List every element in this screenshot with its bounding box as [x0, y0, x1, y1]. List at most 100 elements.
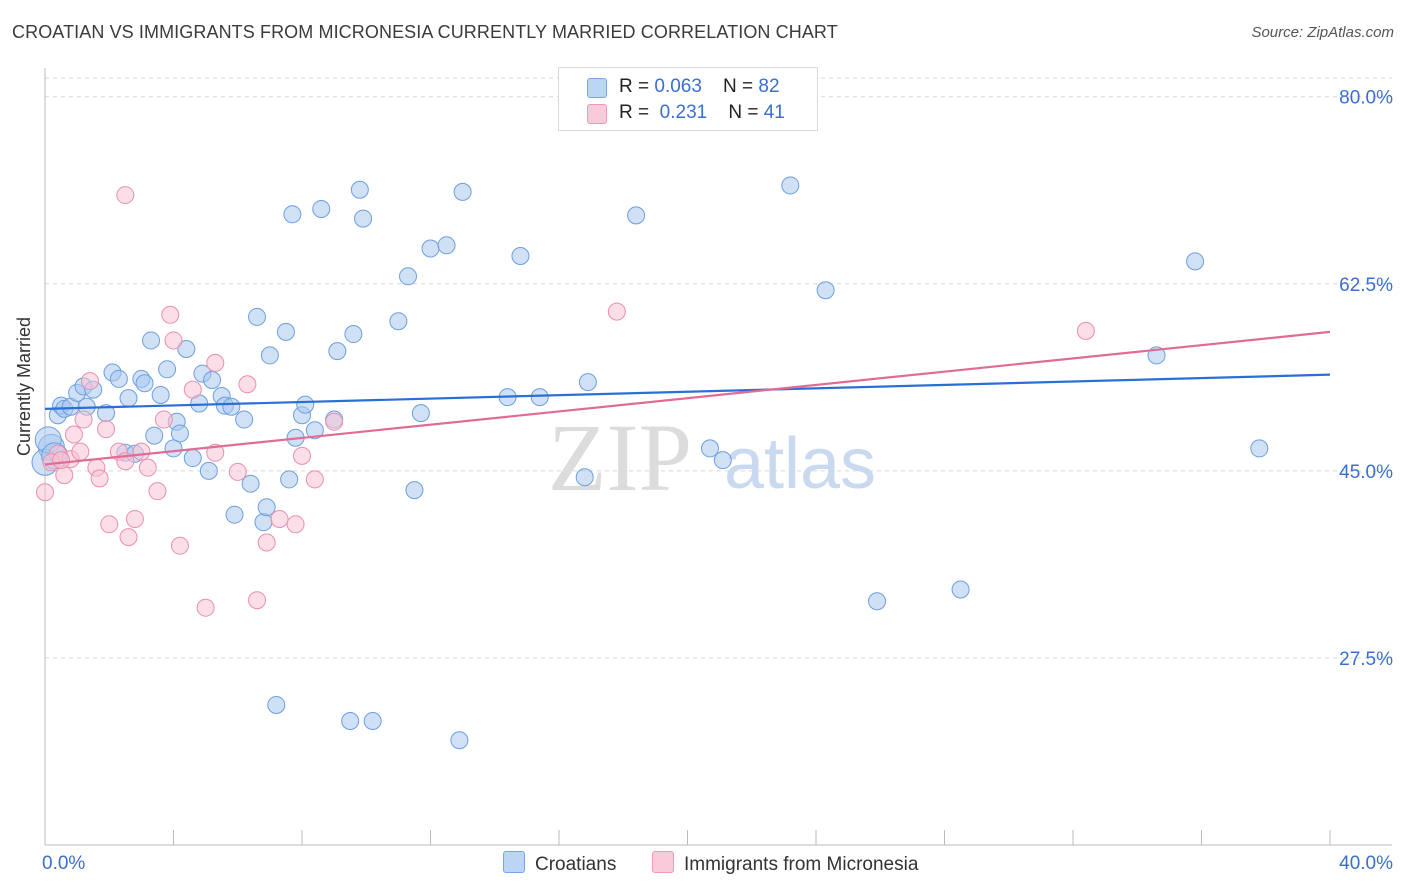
micronesia-point	[36, 483, 54, 502]
croatian-point	[399, 267, 418, 286]
micronesia-trend-line	[44, 330, 1331, 466]
micronesia-point	[238, 375, 257, 394]
micronesia-point	[183, 380, 202, 399]
micronesia-point	[293, 446, 311, 465]
croatian-point	[267, 695, 286, 714]
micronesia-point	[148, 482, 167, 501]
legend-item-croatians[interactable]: Croatians	[503, 851, 616, 876]
croatian-point	[328, 342, 347, 361]
croatian-point	[280, 470, 299, 489]
n-label: N =	[728, 102, 764, 123]
croatian-point	[170, 424, 189, 443]
micronesia-point	[206, 353, 225, 372]
croatian-point	[248, 307, 267, 326]
gridlines	[45, 77, 1392, 659]
croatian-point	[530, 388, 549, 407]
croatian-point	[254, 513, 273, 532]
croatian-point	[578, 373, 597, 392]
micronesia-point	[206, 443, 225, 462]
croatian-point	[305, 421, 324, 440]
micronesia-point	[228, 462, 247, 481]
croatian-point	[411, 404, 430, 423]
legend-item-micronesia[interactable]: Immigrants from Micronesia	[652, 851, 918, 876]
croatian-point	[296, 395, 315, 414]
micronesia-point	[161, 305, 180, 324]
r-label: R =	[619, 102, 655, 123]
y-tick-label: 62.5%	[1339, 275, 1393, 296]
n-label: N =	[723, 76, 759, 97]
micronesia-point	[1076, 321, 1095, 340]
x-tick-label: 0.0%	[42, 853, 85, 874]
r-value: 0.063	[654, 76, 702, 97]
micronesia-point	[52, 451, 71, 470]
croatian-point	[199, 461, 218, 480]
croatian-point	[135, 374, 154, 393]
n-value: 82	[758, 76, 780, 97]
micronesia-point	[257, 533, 276, 552]
micronesia-legend-label: Immigrants from Micronesia	[684, 854, 919, 875]
micronesia-point	[607, 302, 626, 321]
y-tick-label: 45.0%	[1339, 462, 1393, 483]
croatians-legend-swatch	[503, 851, 525, 873]
croatian-point	[951, 580, 970, 599]
micronesia-legend-swatch	[652, 851, 674, 873]
croatian-point	[868, 592, 887, 611]
croatian-point	[816, 281, 835, 300]
croatian-point	[260, 346, 279, 365]
micronesia-point	[80, 372, 99, 391]
micronesia-point	[138, 458, 157, 477]
croatian-point	[158, 360, 177, 379]
croatian-point	[142, 331, 161, 350]
micronesia-point	[90, 469, 109, 488]
croatians-legend-label: Croatians	[535, 854, 617, 875]
watermark: ZIP atlas	[548, 404, 876, 511]
croatian-point	[453, 182, 472, 201]
micronesia-point	[132, 442, 151, 461]
micronesia-points	[36, 186, 1095, 617]
croatian-point	[354, 209, 373, 228]
micronesia-point	[325, 412, 344, 431]
micronesia-swatch	[587, 104, 607, 124]
croatian-point	[145, 426, 164, 445]
croatian-point	[257, 498, 276, 517]
croatian-point	[575, 468, 594, 487]
micronesia-point	[164, 331, 183, 350]
croatian-point	[283, 205, 302, 224]
micronesia-point	[270, 509, 289, 528]
croatian-point	[450, 731, 469, 750]
croatian-point	[203, 371, 222, 389]
micronesia-point	[71, 442, 90, 461]
croatian-point	[781, 176, 800, 195]
croatian-point	[421, 239, 440, 258]
source-label: Source: ZipAtlas.com	[1251, 24, 1394, 41]
croatian-point	[119, 389, 138, 408]
croatian-point	[225, 505, 244, 524]
micronesia-point	[74, 410, 93, 429]
tick-labels: 80.0% 62.5% 45.0% 27.5% 0.0% 40.0%	[42, 88, 1393, 874]
micronesia-point	[196, 598, 215, 617]
y-tick-label: 80.0%	[1339, 88, 1393, 109]
r-value: 0.231	[659, 102, 708, 123]
micronesia-point	[286, 515, 305, 534]
trend-lines	[44, 330, 1331, 466]
croatian-point	[389, 312, 408, 331]
micronesia-point	[64, 425, 83, 444]
croatian-point	[405, 481, 424, 500]
croatian-point	[222, 397, 241, 416]
y-tick-label: 27.5%	[1339, 649, 1393, 670]
micronesia-point	[97, 420, 116, 439]
croatian-point	[341, 712, 360, 730]
micronesia-point	[125, 509, 144, 528]
watermark-atlas: atlas	[724, 424, 876, 504]
micronesia-point	[154, 410, 173, 429]
croatian-point	[109, 369, 128, 388]
legend-text: R = 0.231 N = 41	[619, 102, 785, 124]
croatian-point	[241, 474, 260, 493]
data-points	[31, 176, 1269, 750]
micronesia-point	[55, 466, 74, 485]
micronesia-point	[119, 528, 138, 547]
n-value: 41	[763, 102, 785, 123]
croatian-point	[276, 322, 295, 341]
croatian-point	[511, 247, 530, 265]
